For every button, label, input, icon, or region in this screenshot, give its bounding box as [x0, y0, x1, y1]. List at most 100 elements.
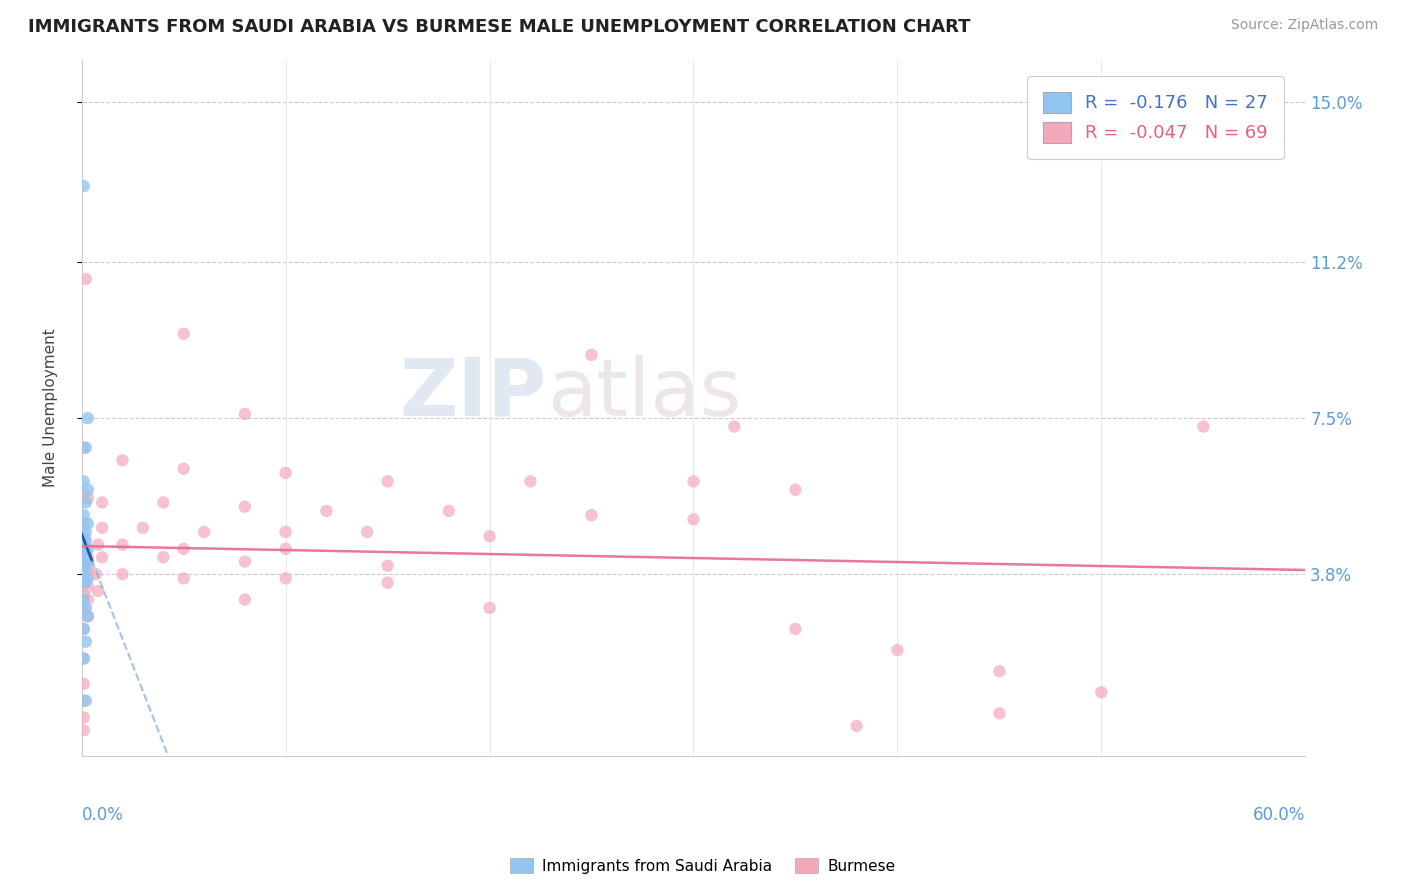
Point	[75, 524, 97, 539]
Point	[73, 529, 96, 543]
Point	[91, 521, 114, 535]
Point	[73, 723, 96, 738]
Point	[75, 272, 97, 286]
Point	[75, 546, 97, 560]
Point	[682, 475, 704, 489]
Point	[274, 541, 297, 556]
Point	[437, 504, 460, 518]
Point	[274, 524, 297, 539]
Point	[73, 516, 96, 531]
Point	[73, 475, 96, 489]
Point	[91, 495, 114, 509]
Point	[173, 571, 195, 585]
Point	[75, 495, 97, 509]
Point	[581, 508, 603, 522]
Point	[73, 508, 96, 522]
Point	[87, 584, 110, 599]
Point	[73, 622, 96, 636]
Point	[377, 558, 399, 573]
Point	[76, 411, 98, 425]
Point	[73, 533, 96, 548]
Point	[73, 441, 96, 455]
Point	[519, 475, 541, 489]
Point	[132, 521, 155, 535]
Point	[111, 567, 134, 582]
Point	[886, 643, 908, 657]
Point	[152, 550, 174, 565]
Point	[73, 601, 96, 615]
Point	[76, 609, 98, 624]
Point	[76, 550, 98, 565]
Point	[111, 538, 134, 552]
Point	[76, 592, 98, 607]
Point	[73, 487, 96, 501]
Point	[581, 348, 603, 362]
Point	[111, 453, 134, 467]
Point	[73, 651, 96, 665]
Point	[73, 710, 96, 724]
Point	[75, 558, 97, 573]
Point	[377, 575, 399, 590]
Point	[193, 524, 215, 539]
Point	[173, 541, 195, 556]
Point	[73, 592, 96, 607]
Point	[233, 554, 256, 568]
Point	[75, 634, 97, 648]
Point	[315, 504, 337, 518]
Point	[87, 538, 110, 552]
Point	[76, 563, 98, 577]
Point	[233, 500, 256, 514]
Point	[173, 326, 195, 341]
Point	[356, 524, 378, 539]
Point	[76, 580, 98, 594]
Text: IMMIGRANTS FROM SAUDI ARABIA VS BURMESE MALE UNEMPLOYMENT CORRELATION CHART: IMMIGRANTS FROM SAUDI ARABIA VS BURMESE …	[28, 18, 970, 36]
Point	[73, 538, 96, 552]
Point	[75, 694, 97, 708]
Point	[75, 533, 97, 548]
Point	[73, 677, 96, 691]
Point	[75, 575, 97, 590]
Point	[76, 571, 98, 585]
Text: ZIP: ZIP	[399, 355, 547, 433]
Point	[478, 601, 501, 615]
Point	[723, 419, 745, 434]
Point	[73, 179, 96, 194]
Legend: Immigrants from Saudi Arabia, Burmese: Immigrants from Saudi Arabia, Burmese	[505, 852, 901, 880]
Point	[682, 512, 704, 526]
Text: atlas: atlas	[547, 355, 741, 433]
Point	[73, 651, 96, 665]
Point	[73, 558, 96, 573]
Point	[76, 491, 98, 506]
Point	[785, 483, 807, 497]
Point	[76, 554, 98, 568]
Point	[377, 475, 399, 489]
Point	[173, 461, 195, 475]
Point	[233, 592, 256, 607]
Y-axis label: Male Unemployment: Male Unemployment	[44, 328, 58, 487]
Point	[73, 575, 96, 590]
Point	[76, 516, 98, 531]
Point	[785, 622, 807, 636]
Point	[73, 622, 96, 636]
Text: Source: ZipAtlas.com: Source: ZipAtlas.com	[1230, 18, 1378, 32]
Point	[76, 609, 98, 624]
Point	[152, 495, 174, 509]
Point	[75, 601, 97, 615]
Point	[73, 567, 96, 582]
Point	[478, 529, 501, 543]
Point	[1090, 685, 1112, 699]
Point	[274, 466, 297, 480]
Point	[988, 706, 1011, 721]
Point	[73, 694, 96, 708]
Point	[84, 567, 107, 582]
Point	[91, 550, 114, 565]
Point	[1192, 419, 1215, 434]
Point	[274, 571, 297, 585]
Point	[988, 664, 1011, 678]
Text: 0.0%: 0.0%	[82, 806, 124, 824]
Point	[76, 541, 98, 556]
Point	[73, 588, 96, 602]
Point	[73, 550, 96, 565]
Text: 60.0%: 60.0%	[1253, 806, 1305, 824]
Point	[845, 719, 868, 733]
